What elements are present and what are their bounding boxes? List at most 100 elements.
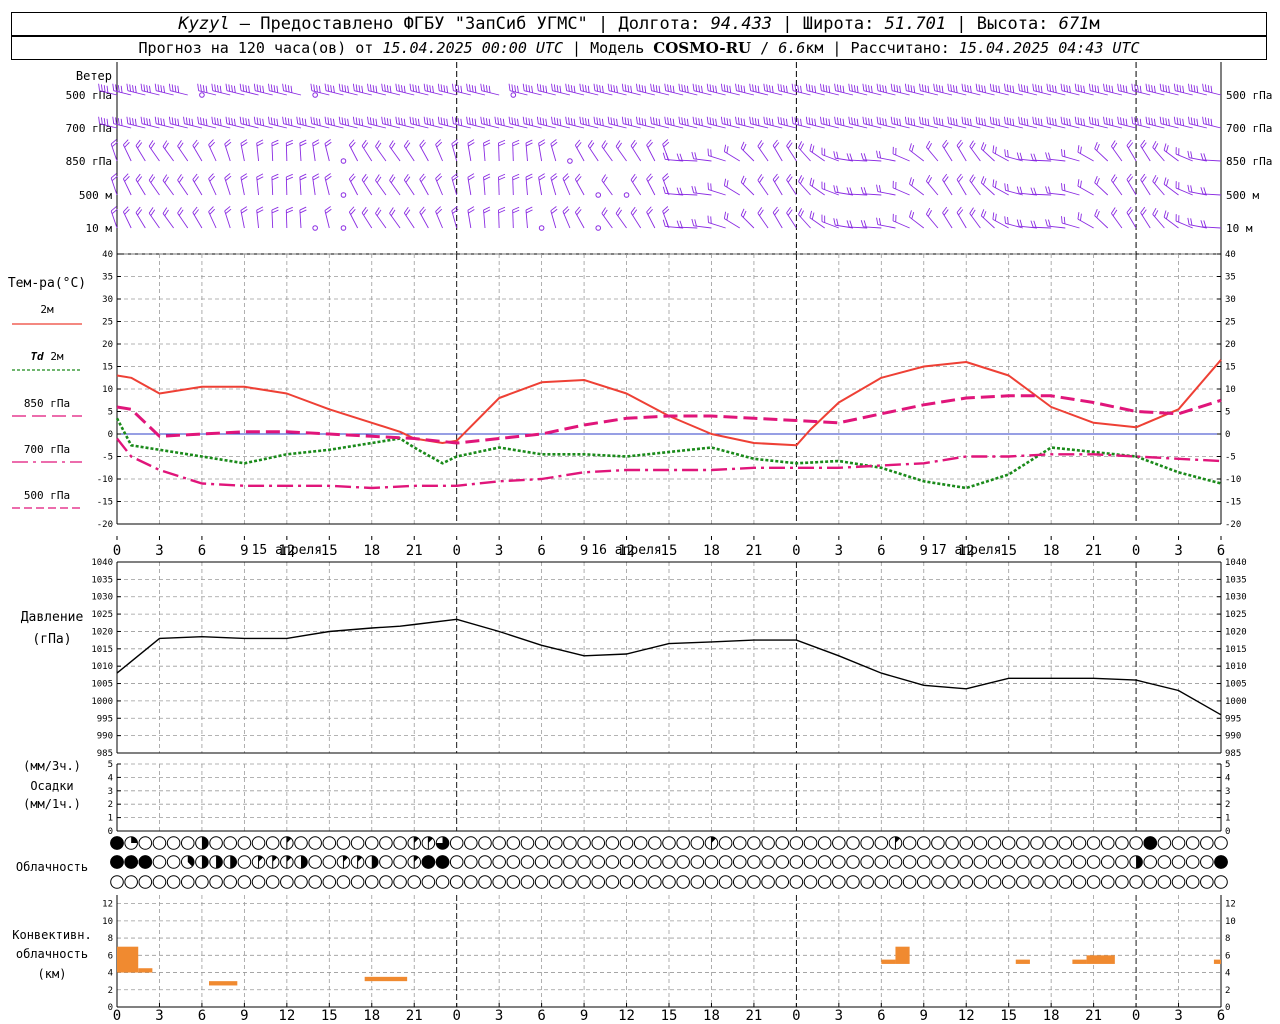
wind-barb-flag: [971, 209, 976, 217]
wind-barb-flag: [878, 218, 882, 226]
wind-barb-flag: [876, 217, 879, 225]
wind-barb-flag: [542, 118, 545, 126]
wind-barb-flag: [1165, 145, 1169, 153]
x-tick-label: 6: [198, 1008, 206, 1024]
wind-barb-flag: [975, 116, 978, 124]
wind-barb-flag: [862, 116, 865, 124]
wind-barb: [552, 90, 571, 96]
cloud-symbol: [676, 836, 690, 850]
wind-barb-flag: [1004, 183, 1006, 191]
cloud-symbol: [1016, 875, 1030, 889]
wind-barb-flag: [825, 85, 828, 93]
wind-barb-flag: [616, 118, 618, 126]
wind-barb: [778, 90, 797, 96]
wind-barb: [740, 147, 755, 162]
wind-barb: [1140, 145, 1151, 162]
cloud-symbol: [464, 836, 478, 850]
wind-barb-flag: [381, 83, 384, 91]
wind-barb: [375, 146, 387, 162]
cloud-symbol: [1171, 855, 1186, 869]
wind-barb-flag: [539, 117, 542, 125]
wind-barb: [498, 142, 500, 162]
wind-barb-flag: [1006, 117, 1009, 125]
wind-barb-flag: [512, 176, 520, 181]
wind-barb-flag: [982, 211, 987, 218]
conv-title-1: Конвективн.: [12, 928, 91, 942]
temp-tick-label: 15: [1225, 363, 1236, 373]
wind-barb-flag: [570, 118, 573, 126]
cloud-symbol: [350, 875, 365, 889]
temp-tick-label: 20: [1225, 340, 1236, 350]
wind-barb-flag: [1148, 84, 1151, 92]
wind-barb-flag: [1122, 118, 1125, 126]
wind-barb-flag: [969, 174, 974, 181]
wind-barb-flag: [1210, 118, 1213, 126]
wind-barb-flag: [599, 118, 601, 126]
wind-barb: [1047, 225, 1066, 229]
cloud-symbol: [322, 836, 337, 850]
cloud-symbol: [945, 836, 959, 850]
cloud-symbol: [1115, 875, 1129, 889]
wind-barb-flag: [466, 83, 468, 91]
wind-barb-flag: [242, 117, 245, 125]
wind-barb-flag: [551, 83, 553, 91]
wind-barb-flag: [1162, 84, 1165, 92]
temp-tick-label: 20: [102, 340, 113, 350]
wind-barb-flag: [1048, 186, 1051, 194]
wind-barb-flag: [910, 85, 913, 93]
wind-barb-flag: [485, 85, 488, 93]
x-tick-label: 0: [113, 543, 121, 559]
wind-barb-flag: [177, 118, 180, 126]
wind-barb-flag: [268, 83, 270, 91]
wind-barb: [849, 193, 868, 196]
wind-barb-flag: [318, 85, 321, 93]
wind-barb-flag: [525, 84, 528, 92]
cloud-symbol: [605, 836, 620, 850]
wind-barb-flag: [1190, 185, 1193, 193]
wind-barb: [113, 123, 132, 129]
wind-barb-flag: [909, 210, 912, 218]
wind-barb-flag: [1111, 118, 1114, 126]
wind-barb: [512, 209, 514, 229]
cloud-symbol: [874, 855, 889, 869]
wind-barb-flag: [936, 84, 938, 92]
x-tick-label: 15: [1000, 1008, 1017, 1024]
wind-barb-flag: [839, 85, 842, 93]
wind-barb-flag: [1117, 83, 1120, 91]
wind-calm-icon: [312, 92, 318, 98]
wind-barb-flag: [798, 141, 803, 148]
wind-barb-flag: [350, 209, 356, 215]
cloud-symbol: [775, 875, 790, 889]
wind-barb-flag: [415, 85, 417, 93]
wind-barb-flag: [299, 209, 307, 214]
cloud-symbol: [775, 836, 790, 850]
wind-barb-flag: [1083, 118, 1085, 126]
wind-barb: [110, 210, 118, 229]
wind-calm-icon: [538, 225, 545, 231]
cloud-symbol: [916, 855, 931, 869]
wind-barb-flag: [341, 117, 344, 125]
cloud-symbol: [152, 855, 167, 869]
wind-barb: [1111, 146, 1123, 162]
cloud-symbol: [1143, 855, 1158, 869]
conv-tick-label: 8: [108, 934, 113, 944]
cloud-symbol: [1030, 855, 1044, 869]
altitude-label: | Высота:: [946, 14, 1059, 34]
wind-barb-flag: [460, 85, 463, 93]
wind-barb: [1175, 153, 1193, 162]
latitude-label: | Широта:: [772, 14, 885, 34]
wind-barb-flag: [909, 177, 912, 185]
wind-level-label-left: 500 гПа: [66, 89, 112, 102]
wind-barb: [1062, 222, 1080, 229]
wind-barb-flag: [1097, 118, 1100, 126]
wind-barb: [736, 123, 755, 129]
wind-barb: [580, 123, 599, 129]
x-tick-label: 3: [1174, 543, 1182, 559]
wind-barb-flag: [296, 116, 299, 124]
wind-barb: [863, 193, 882, 196]
wind-barb-flag: [1210, 85, 1213, 93]
wind-barb: [403, 145, 415, 162]
x-tick-label: 3: [495, 1008, 503, 1024]
cloud-symbol: [945, 875, 959, 889]
cloud-symbol: [1157, 875, 1172, 889]
